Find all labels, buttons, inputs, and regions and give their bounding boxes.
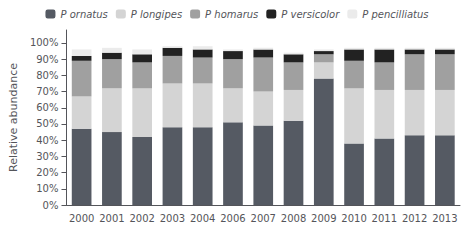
svg-text:2006: 2006 [220, 213, 245, 224]
svg-text:20%: 20% [36, 167, 58, 178]
svg-text:P homarus: P homarus [205, 9, 258, 20]
svg-text:60%: 60% [36, 102, 58, 113]
svg-text:2008: 2008 [281, 213, 306, 224]
svg-text:40%: 40% [36, 135, 58, 146]
svg-text:2012: 2012 [402, 213, 427, 224]
svg-text:2009: 2009 [311, 213, 336, 224]
svg-text:P versicolor: P versicolor [281, 9, 340, 20]
svg-text:2004: 2004 [190, 213, 215, 224]
svg-text:2001: 2001 [99, 213, 124, 224]
svg-text:0%: 0% [43, 200, 59, 211]
svg-text:30%: 30% [36, 151, 58, 162]
svg-text:10%: 10% [36, 183, 58, 194]
svg-text:Relative abundance: Relative abundance [7, 63, 20, 172]
svg-text:2003: 2003 [160, 213, 185, 224]
svg-text:2013: 2013 [432, 213, 457, 224]
svg-text:90%: 90% [36, 54, 58, 65]
svg-text:P ornatus: P ornatus [60, 9, 107, 20]
svg-text:2010: 2010 [341, 213, 366, 224]
svg-text:80%: 80% [36, 70, 58, 81]
svg-text:50%: 50% [36, 118, 58, 129]
svg-text:100%: 100% [30, 37, 59, 48]
svg-text:P pencilliatus: P pencilliatus [362, 9, 428, 20]
svg-text:P longipes: P longipes [131, 9, 182, 20]
svg-text:2011: 2011 [372, 213, 397, 224]
svg-text:2000: 2000 [69, 213, 94, 224]
svg-text:70%: 70% [36, 86, 58, 97]
svg-text:2002: 2002 [129, 213, 154, 224]
svg-text:2007: 2007 [251, 213, 276, 224]
